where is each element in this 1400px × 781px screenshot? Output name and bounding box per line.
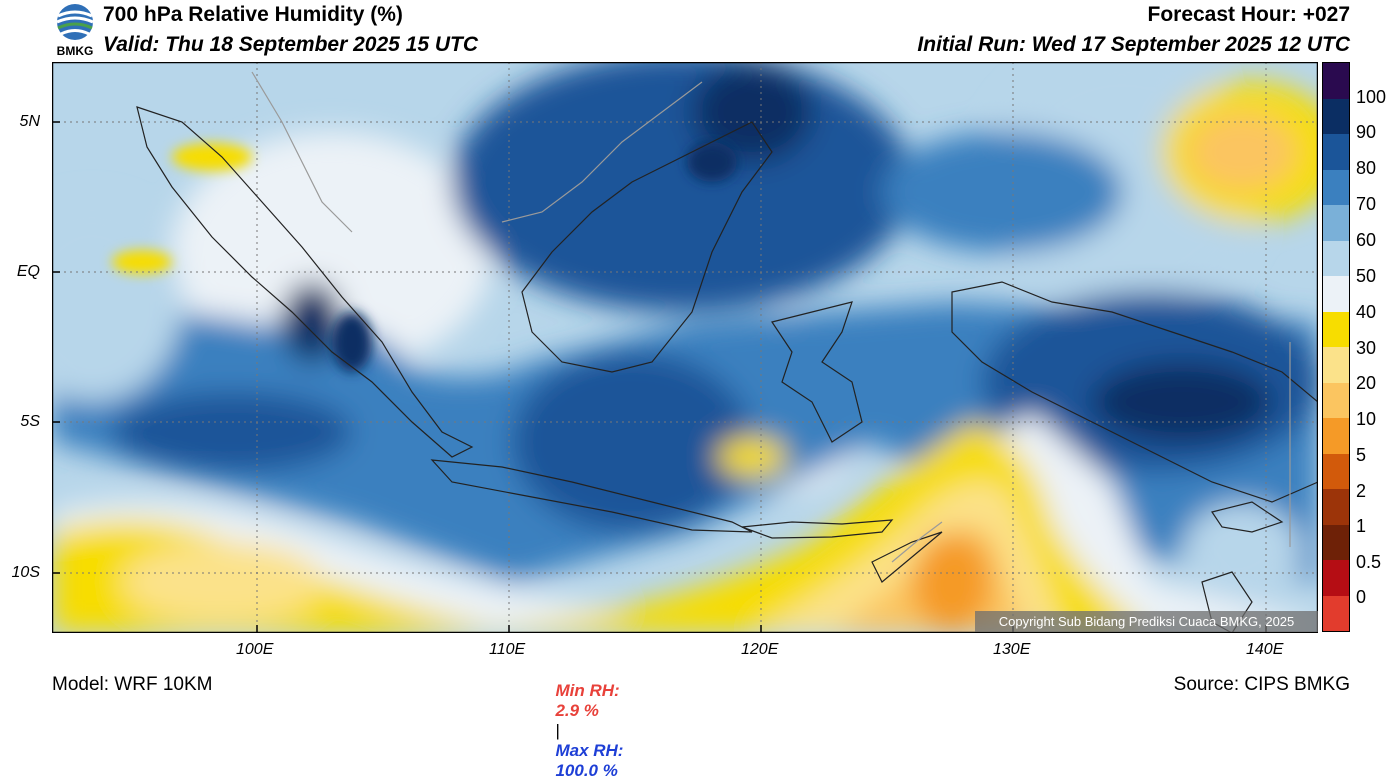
lat-label-5n: 5N [19,113,40,130]
lon-label-140e: 140E [1246,641,1284,658]
colorbar-label-60: 60 [1356,230,1377,250]
colorbar-label-90: 90 [1356,122,1377,142]
colorbar-label-1: 1 [1356,516,1367,536]
humidity-detail [112,142,737,372]
rh-stats: Min RH: 2.9 % | Max RH: 100.0 % [546,661,623,781]
colorbar-label-0-5: 0.5 [1356,552,1382,572]
grid-lines [52,62,1318,633]
stats-separator: | [555,721,560,740]
colorbar-swatch-7 [1323,311,1349,347]
colorbar-swatch-4 [1323,205,1349,241]
colorbar-swatch-10 [1323,418,1349,454]
colorbar-swatch-15 [1323,595,1349,631]
colorbar-label-0: 0 [1356,587,1367,607]
min-rh-label: Min RH: [555,681,620,700]
colorbar-label-10: 10 [1356,409,1377,429]
min-rh-value: 2.9 % [555,701,599,720]
colorbar-swatch-3 [1323,169,1349,205]
colorbar-label-30: 30 [1356,338,1377,358]
lon-label-100e: 100E [236,641,274,658]
model-label: Model: WRF 10KM [52,674,213,695]
map-title: 700 hPa Relative Humidity (%) [103,3,403,26]
map-frame [52,62,1318,633]
logo-text: BMKG [56,44,94,58]
lat-label-10s: 10S [11,564,40,581]
forecast-hour: Forecast Hour: +027 [1147,3,1351,26]
colorbar-swatch-14 [1323,560,1349,596]
border-lines [251,71,1291,563]
colorbar-label-50: 50 [1356,266,1377,286]
colorbar-swatch-13 [1323,524,1349,560]
lon-label-110e: 110E [489,641,526,658]
colorbar-label-70: 70 [1356,194,1377,214]
initial-run: Initial Run: Wed 17 September 2025 12 UT… [917,33,1350,56]
humidity-field [52,62,1318,633]
copyright-text: Copyright Sub Bidang Prediksi Cuaca BMKG… [998,614,1295,629]
colorbar-swatch-0 [1323,63,1349,99]
valid-time: Valid: Thu 18 September 2025 15 UTC [103,33,479,56]
colorbar-label-40: 40 [1356,302,1377,322]
colorbar-swatch-12 [1323,489,1349,525]
lon-label-120e: 120E [741,641,779,658]
colorbar-swatch-5 [1323,240,1349,276]
copyright-box: Copyright Sub Bidang Prediksi Cuaca BMKG… [975,611,1318,632]
colorbar-label-20: 20 [1356,373,1377,393]
bmkg-logo: BMKG [52,2,98,58]
lat-label-eq: EQ [16,263,40,280]
colorbar [1322,62,1350,632]
colorbar-swatch-6 [1323,276,1349,312]
colorbar-swatch-2 [1323,134,1349,170]
max-rh-value: 100.0 % [555,761,618,780]
coastlines [136,106,1318,633]
colorbar-label-100: 100 [1356,87,1387,107]
colorbar-swatch-1 [1323,98,1349,134]
colorbar-label-80: 80 [1356,158,1377,178]
humidity-map [52,62,1318,633]
max-rh-label: Max RH: [555,741,624,760]
source-label: Source: CIPS BMKG [1173,674,1350,695]
colorbar-swatch-9 [1323,382,1349,418]
colorbar-label-5: 5 [1356,445,1367,465]
colorbar-swatch-8 [1323,347,1349,383]
lat-label-5s: 5S [20,413,40,430]
colorbar-label-2: 2 [1356,481,1367,501]
colorbar-swatch-11 [1323,453,1349,489]
lon-label-130e: 130E [993,641,1031,658]
